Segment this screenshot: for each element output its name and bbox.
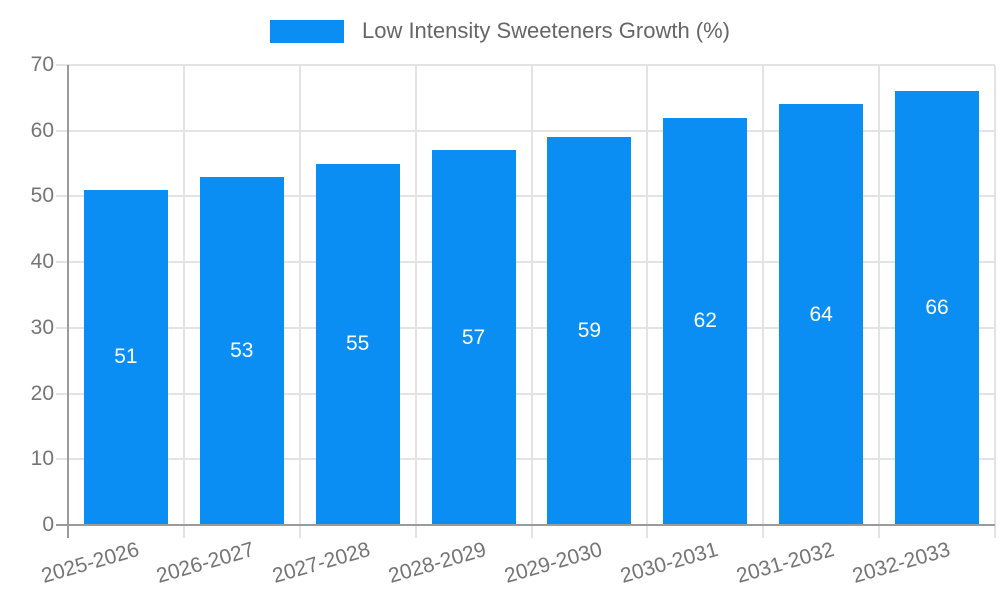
bar-value-label: 51 — [114, 345, 138, 368]
y-axis-tick-label: 60 — [30, 118, 54, 142]
grid-line-y — [56, 458, 995, 461]
grid-line-x — [298, 65, 301, 538]
x-axis-tick-label: 2028-2029 — [386, 538, 489, 588]
grid-line-x — [994, 65, 996, 538]
legend-label: Low Intensity Sweeteners Growth (%) — [361, 18, 731, 43]
bar-value-label: 59 — [577, 319, 602, 342]
legend-item-low-intensity-sweeteners[interactable]: Low Intensity Sweeteners Growth (%) — [269, 18, 731, 44]
x-axis-tick-label: 2032-2033 — [849, 538, 953, 588]
y-axis-tick-label: 20 — [30, 381, 54, 405]
y-axis-tick-label: 50 — [30, 184, 54, 208]
bar — [547, 137, 631, 525]
bar-value-label: 66 — [925, 296, 949, 319]
bar-value-label: 62 — [693, 309, 717, 332]
bar — [316, 163, 400, 525]
grid-line-x — [182, 65, 185, 538]
y-axis-tick-label: 10 — [30, 447, 54, 471]
x-axis-tick-label: 2025-2026 — [38, 538, 142, 588]
grid-line-y — [56, 64, 995, 66]
grid-line-y — [56, 261, 995, 264]
bar-value-label: 57 — [461, 326, 486, 349]
x-axis-tick-label: 2030-2031 — [617, 538, 721, 588]
grid-line-x — [414, 65, 417, 538]
grid-line-x — [530, 65, 533, 538]
x-axis-tick-label: 2029-2030 — [501, 538, 605, 588]
grid-line-y — [56, 195, 995, 198]
grid-line-y — [56, 129, 995, 132]
bar-value-label: 53 — [230, 339, 254, 362]
grid-line-y — [56, 326, 995, 329]
grid-line-x — [762, 65, 765, 538]
grid-line-x — [646, 65, 649, 538]
bar — [200, 176, 284, 525]
x-axis-tick-label: 2026-2027 — [154, 538, 258, 588]
grid-line-y — [56, 392, 995, 395]
y-axis-tick-label: 30 — [30, 315, 54, 339]
bar-value-label: 64 — [809, 303, 833, 326]
bar — [432, 150, 516, 525]
legend-swatch-icon — [269, 19, 344, 43]
bar — [779, 104, 863, 525]
y-axis-tick-label: 70 — [30, 53, 54, 76]
x-axis-tick-label: 2031-2032 — [733, 538, 837, 588]
bar — [895, 91, 979, 525]
chart-legend: Low Intensity Sweeteners Growth (%) — [0, 18, 1000, 44]
bar — [84, 189, 168, 525]
y-axis-tick-label: 40 — [30, 250, 54, 274]
bar-value-label: 55 — [346, 332, 370, 355]
x-axis-tick-label: 2027-2028 — [270, 538, 374, 588]
x-axis-line — [56, 524, 995, 526]
grid-line-x — [878, 65, 881, 538]
bar — [663, 117, 747, 525]
y-axis-line — [67, 65, 69, 538]
y-axis-tick-label: 0 — [42, 513, 54, 536]
